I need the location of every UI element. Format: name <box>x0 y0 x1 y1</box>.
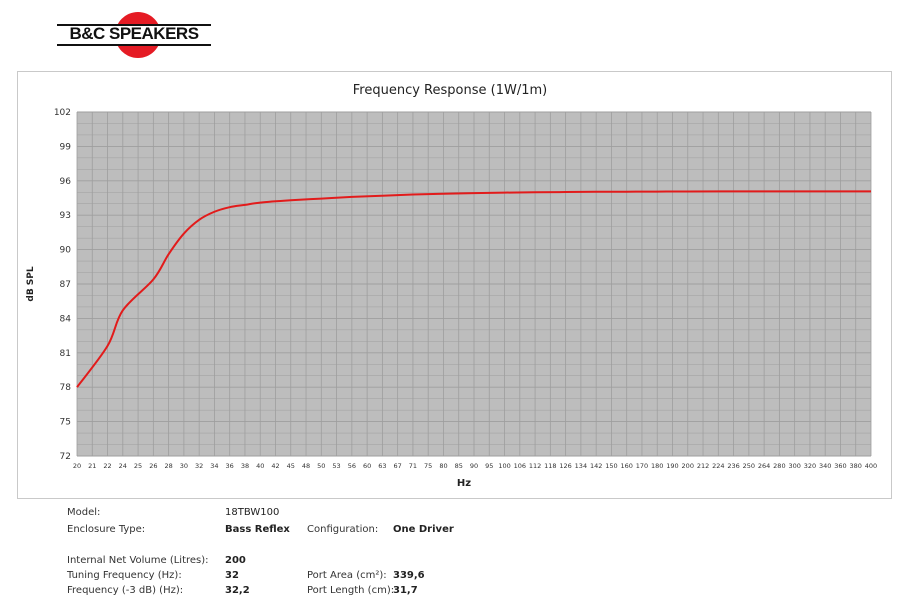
x-tick-label: 212 <box>697 462 709 470</box>
x-tick-label: 95 <box>485 462 493 470</box>
x-tick-label: 280 <box>773 462 785 470</box>
chart-title: Frequency Response (1W/1m) <box>353 83 547 98</box>
x-tick-label: 142 <box>590 462 602 470</box>
f3-frequency-label: Frequency (-3 dB) (Hz): <box>67 585 184 596</box>
x-tick-label: 50 <box>317 462 325 470</box>
x-tick-label: 106 <box>514 462 526 470</box>
y-tick-label: 84 <box>60 314 72 324</box>
port-length-label: Port Length (cm): <box>307 585 395 596</box>
y-tick-label: 72 <box>60 452 71 462</box>
port-length-value: 31,7 <box>393 585 418 596</box>
volume-label: Internal Net Volume (Litres): <box>67 555 209 566</box>
configuration-value: One Driver <box>393 524 454 535</box>
x-tick-label: 42 <box>271 462 279 470</box>
y-tick-label: 75 <box>60 418 71 428</box>
x-tick-label: 360 <box>834 462 846 470</box>
x-tick-label: 224 <box>712 462 724 470</box>
x-tick-label: 380 <box>850 462 862 470</box>
x-tick-label: 300 <box>788 462 800 470</box>
y-axis-label: dB SPL <box>26 266 36 302</box>
logo-text: B&C SPEAKERS <box>69 24 199 43</box>
x-tick-label: 36 <box>226 462 234 470</box>
x-tick-label: 264 <box>758 462 770 470</box>
x-tick-label: 236 <box>727 462 739 470</box>
x-tick-label: 34 <box>210 462 218 470</box>
x-tick-label: 170 <box>636 462 648 470</box>
x-tick-label: 26 <box>149 462 157 470</box>
x-axis-label: Hz <box>457 478 471 489</box>
x-tick-label: 150 <box>605 462 617 470</box>
y-tick-label: 93 <box>60 211 71 221</box>
x-tick-label: 63 <box>378 462 386 470</box>
x-tick-label: 38 <box>241 462 249 470</box>
x-tick-label: 118 <box>544 462 556 470</box>
x-tick-label: 28 <box>164 462 172 470</box>
x-tick-label: 60 <box>363 462 371 470</box>
configuration-label: Configuration: <box>307 524 379 535</box>
x-tick-label: 112 <box>529 462 541 470</box>
port-area-value: 339,6 <box>393 570 425 581</box>
x-tick-label: 126 <box>559 462 571 470</box>
port-area-label: Port Area (cm²): <box>307 570 387 581</box>
x-tick-label: 48 <box>302 462 310 470</box>
enclosure-label: Enclosure Type: <box>67 524 146 535</box>
speaker-specs: Model: 18TBW100 Enclosure Type: Bass Ref… <box>67 505 767 600</box>
x-tick-label: 30 <box>180 462 188 470</box>
x-tick-label: 22 <box>103 462 111 470</box>
x-tick-label: 53 <box>332 462 340 470</box>
x-tick-label: 25 <box>134 462 142 470</box>
enclosure-value: Bass Reflex <box>225 524 290 535</box>
y-tick-label: 87 <box>60 280 71 290</box>
x-tick-label: 56 <box>348 462 356 470</box>
x-tick-label: 80 <box>439 462 447 470</box>
x-axis-ticks: 20 21 22 24 25 26 28 30 32 34 36 38 40 42 45 48 50 53 56 60… <box>73 462 877 470</box>
x-tick-label: 21 <box>88 462 96 470</box>
y-tick-label: 96 <box>60 177 72 187</box>
x-tick-label: 71 <box>409 462 417 470</box>
x-tick-label: 45 <box>287 462 295 470</box>
x-tick-label: 320 <box>804 462 816 470</box>
model-label: Model: <box>67 507 101 518</box>
x-tick-label: 32 <box>195 462 203 470</box>
y-tick-label: 102 <box>54 108 71 118</box>
x-tick-label: 190 <box>666 462 678 470</box>
x-tick-label: 85 <box>455 462 463 470</box>
horizontal-gridlines <box>77 111 871 457</box>
x-tick-label: 90 <box>470 462 478 470</box>
frequency-response-chart: Frequency Response (1W/1m) 102 99 96 93 90 87… <box>26 83 877 489</box>
x-tick-label: 40 <box>256 462 264 470</box>
volume-value: 200 <box>225 555 246 566</box>
f3-frequency-value: 32,2 <box>225 585 250 596</box>
x-tick-label: 400 <box>865 462 877 470</box>
model-value: 18TBW100 <box>225 507 280 518</box>
x-tick-label: 100 <box>498 462 510 470</box>
x-tick-label: 24 <box>119 462 127 470</box>
series-line <box>76 190 871 388</box>
brand-logo: B&C SPEAKERS <box>57 10 213 60</box>
x-tick-label: 134 <box>575 462 587 470</box>
x-tick-label: 200 <box>682 462 694 470</box>
y-axis-ticks: 102 99 96 93 90 87 84 81 78 75 72 <box>54 108 71 462</box>
x-tick-label: 20 <box>73 462 81 470</box>
y-tick-label: 90 <box>60 246 72 256</box>
tuning-frequency-value: 32 <box>225 570 239 581</box>
y-tick-label: 78 <box>60 383 72 393</box>
y-tick-label: 81 <box>60 349 71 359</box>
tuning-frequency-label: Tuning Frequency (Hz): <box>67 570 182 581</box>
chart-frame: Frequency Response (1W/1m) 102 99 96 93 90 87… <box>17 71 892 499</box>
x-tick-label: 67 <box>394 462 402 470</box>
x-tick-label: 160 <box>620 462 632 470</box>
y-tick-label: 99 <box>60 142 72 152</box>
x-tick-label: 180 <box>651 462 663 470</box>
x-tick-label: 75 <box>424 462 432 470</box>
x-tick-label: 340 <box>819 462 831 470</box>
x-tick-label: 250 <box>743 462 755 470</box>
